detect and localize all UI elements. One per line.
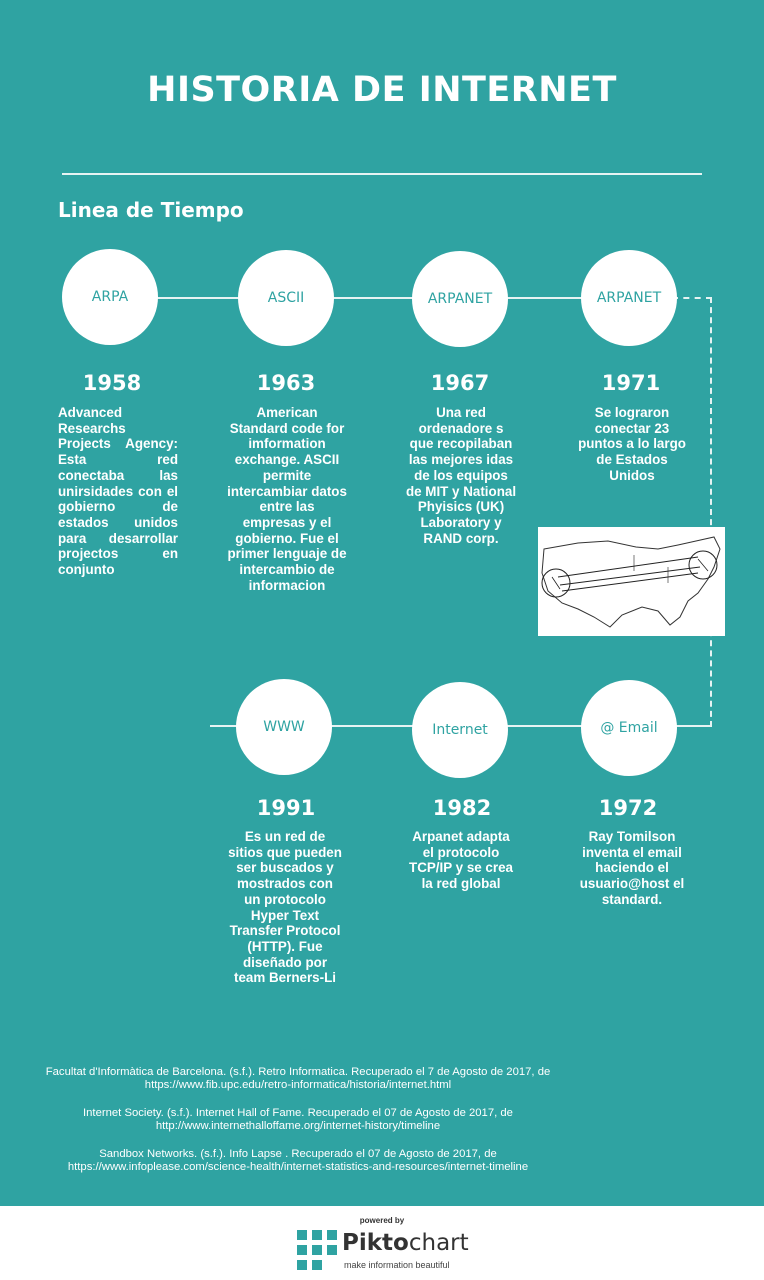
event-desc-1991: Es un red de sitios que pueden ser busca… [228, 829, 342, 986]
event-desc-1958: Advanced Researchs Projects Agency: Esta… [58, 405, 178, 578]
timeline-circle-ascii: ASCII [238, 250, 334, 346]
powered-by-label: powered by [359, 1216, 405, 1225]
reference-item: Facultat d'Informàtica de Barcelona. (s.… [45, 1066, 551, 1091]
piktochart-brand: Piktochart [342, 1230, 469, 1256]
event-year-1991: 1991 [256, 796, 316, 820]
event-year-1971: 1971 [601, 371, 661, 395]
event-year-1963: 1963 [256, 371, 316, 395]
timeline-circle-internet: Internet [412, 682, 508, 778]
section-title: Linea de Tiempo [58, 198, 244, 222]
timeline-circle-arpa: ARPA [62, 249, 158, 345]
arpanet-map-image [538, 527, 725, 636]
reference-item: Internet Society. (s.f.). Internet Hall … [83, 1107, 513, 1132]
timeline-circle-www: WWW [236, 679, 332, 775]
event-year-1982: 1982 [432, 796, 492, 820]
timeline-line-top [110, 297, 636, 299]
reference-item: Sandbox Networks. (s.f.). Info Lapse . R… [67, 1148, 529, 1173]
references: Facultat d'Informàtica de Barcelona. (s.… [0, 1066, 596, 1189]
timeline-circle-email: @ Email [581, 680, 677, 776]
event-year-1958: 1958 [82, 371, 142, 395]
title-divider [62, 173, 702, 175]
piktochart-tagline: make information beautiful [344, 1260, 450, 1270]
event-desc-1967: Una red ordenadore s que recopilaban las… [405, 405, 517, 546]
event-desc-1971: Se lograron conectar 23 puntos a lo larg… [578, 405, 686, 483]
timeline-dash-top [672, 297, 712, 299]
event-desc-1972: Ray Tomilson inventa el email haciendo e… [579, 829, 685, 907]
event-desc-1982: Arpanet adapta el protocolo TCP/IP y se … [409, 829, 513, 892]
event-desc-1963: American Standard code for imformation e… [227, 405, 347, 593]
event-year-1967: 1967 [430, 371, 490, 395]
timeline-circle-arpanet-1971: ARPANET [581, 250, 677, 346]
event-year-1972: 1972 [598, 796, 658, 820]
piktochart-logo-icon [297, 1230, 337, 1270]
footer: powered by Piktochart make information b… [0, 1206, 764, 1280]
page-title: HISTORIA DE INTERNET [147, 70, 617, 110]
timeline-dash-vertical [710, 297, 712, 727]
us-map-icon [541, 536, 721, 628]
timeline-circle-arpanet-1967: ARPANET [412, 251, 508, 347]
